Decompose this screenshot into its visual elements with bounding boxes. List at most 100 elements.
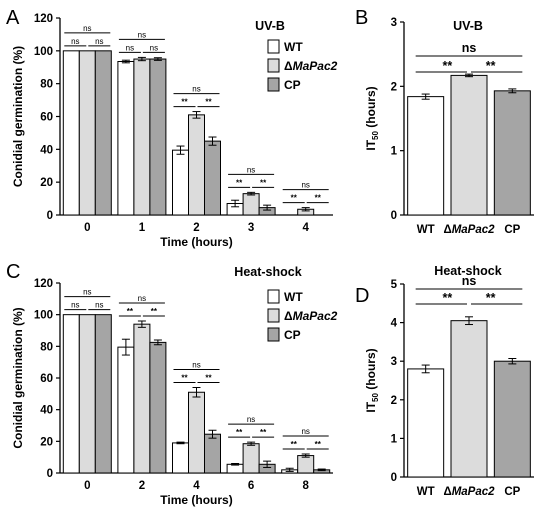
panel-a-bar-wt (117, 61, 135, 216)
panel-c-y-tick-label: 20 (40, 436, 53, 448)
panel-d-y-tick-label: 0 (391, 472, 397, 484)
panel-c-y-tick-label: 0 (47, 468, 53, 480)
panel-b-y-tick-label: 2 (391, 81, 397, 93)
panel-b-y-tick-label: 3 (391, 17, 397, 29)
panel-a-bar-wt (62, 50, 80, 216)
panel-c-x-tick-label: 4 (193, 480, 200, 492)
panel-a-sig-label: ** (315, 194, 322, 203)
panel-a-bar-cp (149, 58, 167, 216)
panel-c-bar-delta-mapac2 (133, 323, 151, 474)
panel-a-bar-wt (172, 149, 189, 216)
panel-b-sig-label: ** (442, 59, 452, 73)
panel-b-bar (407, 96, 445, 216)
panel-a-y-tick-label: 0 (47, 210, 53, 222)
panel-a-bar-delta-mapac2 (78, 50, 96, 216)
panel-c-bar-wt (62, 314, 80, 474)
panel-a-sig-label: ** (291, 194, 298, 203)
panel-c-sig-label: ** (315, 440, 322, 449)
panel-c-bar-delta-mapac2 (242, 443, 260, 474)
panel-b-y-tick-label: 0 (391, 210, 397, 222)
panel-d-sig-label: ** (442, 291, 452, 305)
panel-c-sig-label-top: ns (247, 415, 255, 424)
panel-c-sig-label: ns (95, 301, 103, 310)
legend-label-c: WT (284, 290, 303, 304)
panel-c-bar-cp (204, 433, 221, 474)
panel-c-y-tick-label: 100 (34, 310, 53, 322)
panel-c-x-tick-label: 8 (302, 480, 309, 492)
panel-a-x-tick-label: 0 (84, 222, 90, 234)
panel-a-y-tick-label: 20 (40, 177, 53, 189)
panel-a-sig-label: ** (260, 178, 267, 187)
legend-swatch-a (267, 77, 280, 92)
panel-a-sig-label: ns (95, 37, 103, 46)
legend-label-c: ΔMaPac2 (284, 309, 338, 323)
panel-d-y-tick-label: 5 (391, 279, 398, 291)
panel-b-letter: B (355, 7, 368, 29)
panel-c-bar-wt (172, 442, 189, 474)
panel-d-x-tick-label: CP (504, 486, 520, 498)
panel-a-x-tick-label: 2 (193, 222, 199, 234)
panel-a-sig-label-top: ns (83, 24, 91, 33)
panel-d-letter: D (355, 285, 369, 307)
panel-a-x-tick-label: 1 (139, 222, 146, 234)
panel-a-sig-label: ** (181, 98, 188, 107)
panel-d-y-tick-label: 2 (391, 395, 397, 407)
panel-b-sig-label: ** (486, 59, 496, 73)
panel-a-y-tick-label: 60 (40, 112, 53, 124)
legend-swatch-a (267, 39, 280, 54)
panel-a-sig-label-top: ns (301, 181, 309, 190)
panel-a-sig-label: ns (71, 37, 79, 46)
panel-d-y-tick-label: 3 (391, 356, 397, 368)
panel-c-bar-wt (117, 346, 135, 474)
panel-d-sig-label: ** (486, 291, 496, 305)
panel-c-x-tick-label: 2 (139, 480, 145, 492)
panel-b-x-tick-label: WT (417, 224, 435, 236)
panel-b-y-axis-label: IT50 (hours) (364, 86, 380, 150)
panel-d-x-tick-label: ΔMaPac2 (443, 486, 495, 498)
panel-a-y-tick-label: 80 (40, 79, 53, 91)
legend-label-a: ΔMaPac2 (284, 59, 338, 73)
panel-c-bar-wt (226, 463, 244, 474)
panel-a-sig-label: ** (205, 98, 212, 107)
legend-label-a: CP (284, 78, 301, 92)
panel-a-bar-cp (204, 140, 221, 216)
panel-d-y-tick-label: 4 (391, 318, 398, 330)
panel-b-sig-label-top: ns (462, 41, 477, 55)
panel-c-x-tick-label: 0 (84, 480, 90, 492)
legend-label-c: CP (284, 328, 301, 342)
panel-d-bar (450, 320, 488, 478)
panel-b-y-tick-label: 1 (391, 146, 398, 158)
panel-a-sig-label: ns (126, 43, 134, 52)
panel-d-sig-label-top: ns (462, 274, 477, 288)
panel-c-sig-label-top: ns (138, 294, 146, 303)
panel-c-y-tick-label: 60 (40, 373, 53, 385)
panel-c-title: Heat-shock (234, 265, 301, 279)
panel-c-letter: C (6, 261, 20, 283)
panel-a-sig-label-top: ns (247, 165, 255, 174)
panel-c-sig-label: ** (236, 428, 243, 437)
panel-c-bar-cp (149, 341, 167, 474)
panel-d-bar (493, 360, 531, 478)
panel-a-bar-cp (94, 50, 112, 216)
panel-a-sig-label: ** (236, 178, 243, 187)
panel-a-sig-label-top: ns (192, 85, 200, 94)
panel-d-bar (407, 368, 445, 478)
panel-a-x-axis-label: Time (hours) (160, 235, 232, 249)
panel-a-bar-delta-mapac2 (133, 58, 151, 216)
panel-c-sig-label: ** (151, 307, 158, 316)
panel-a-title: UV-B (255, 19, 285, 33)
panel-c-sig-label: ** (260, 428, 267, 437)
panel-a-x-tick-label: 3 (248, 222, 254, 234)
panel-d-title: Heat-shock (434, 264, 501, 278)
panel-a-y-tick-label: 40 (40, 144, 53, 156)
panel-c-sig-label-top: ns (83, 288, 91, 297)
panel-d-x-tick-label: WT (417, 486, 435, 498)
panel-c-x-axis-label: Time (hours) (160, 493, 232, 507)
panel-c-bar-delta-mapac2 (78, 314, 96, 474)
legend-label-a: WT (284, 40, 303, 54)
panel-c-sig-label-top: ns (301, 427, 309, 436)
panel-a-bar-delta-mapac2 (242, 193, 260, 216)
panel-c-y-tick-label: 120 (34, 278, 53, 290)
panel-a-y-axis-label: Conidial germination (%) (11, 46, 25, 187)
